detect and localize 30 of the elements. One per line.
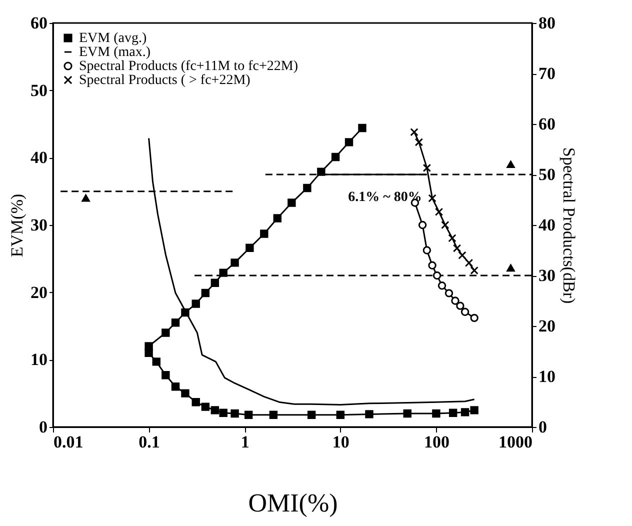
y2-tick-label: 20 bbox=[538, 316, 556, 336]
y2-tick-label: 10 bbox=[538, 367, 556, 386]
y2-axis-title: Spectral Products(dBr) bbox=[560, 147, 578, 304]
legend-label: Spectral Products (fc+11M to fc+22M) bbox=[79, 59, 298, 74]
y2-tick-label: 60 bbox=[538, 114, 556, 134]
y-tick-label: 60 bbox=[30, 14, 48, 32]
y2-tick-label: 40 bbox=[538, 216, 556, 234]
x-tick-label: 0.01 bbox=[54, 432, 84, 452]
y-tick-label: 0 bbox=[39, 418, 48, 436]
y2-tick-label: 70 bbox=[538, 64, 556, 83]
x-tick-label: 0.1 bbox=[138, 432, 160, 452]
legend-label: EVM (avg.) bbox=[79, 31, 147, 46]
x-tick-label: 10 bbox=[332, 432, 350, 452]
y2-tick-label: 50 bbox=[538, 165, 556, 184]
y-tick-label: 20 bbox=[30, 282, 48, 302]
legend-label: EVM (max.) bbox=[79, 45, 151, 60]
y-tick-label: 10 bbox=[30, 350, 48, 370]
y-tick-label: 30 bbox=[30, 216, 48, 234]
x-tick-label: 100 bbox=[424, 432, 450, 452]
y-axis-title: EVM(%) bbox=[8, 194, 26, 258]
y-tick-label: 40 bbox=[30, 148, 48, 168]
x-axis-title: OMI(%) bbox=[248, 488, 338, 518]
y-tick-label: 50 bbox=[30, 80, 48, 100]
x-tick-label: 1000 bbox=[498, 432, 532, 452]
x-tick-label: 1 bbox=[240, 432, 250, 452]
y2-tick-label: 80 bbox=[538, 14, 556, 32]
legend-label: Spectral Products ( > fc+22M) bbox=[79, 73, 251, 88]
y2-tick-label: 0 bbox=[538, 418, 547, 436]
annotation: 6.1% ~ 80% bbox=[348, 190, 422, 205]
y2-tick-label: 30 bbox=[538, 266, 556, 285]
